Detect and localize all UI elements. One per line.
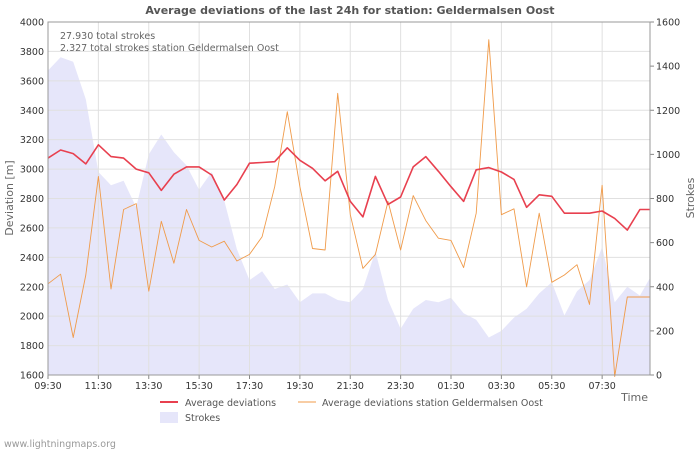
x-tick-label: 19:30 xyxy=(286,381,313,392)
y-tick-label-left: 3000 xyxy=(20,165,44,176)
legend-swatch-strokes xyxy=(160,412,178,423)
x-tick-label: 09:30 xyxy=(34,381,61,392)
y-tick-label-right: 400 xyxy=(656,282,674,293)
x-tick-label: 15:30 xyxy=(185,381,212,392)
annotation-total-strokes: 27.930 total strokes xyxy=(60,31,155,42)
x-tick-label: 11:30 xyxy=(85,381,112,392)
y-tick-label-left: 3200 xyxy=(20,135,44,146)
y-tick-label-left: 1800 xyxy=(20,341,44,352)
x-tick-label: 07:30 xyxy=(588,381,615,392)
series-lines-layer xyxy=(47,39,650,377)
x-tick-label: 13:30 xyxy=(135,381,162,392)
axes-layer: 1600180020002200240026002800300032003400… xyxy=(20,18,680,393)
legend-label-station-deviations: Average deviations station Geldermalsen … xyxy=(322,398,543,409)
x-tick-label: 23:30 xyxy=(387,381,414,392)
y-tick-label-left: 2800 xyxy=(20,194,44,205)
y-tick-label-right: 200 xyxy=(656,326,674,337)
legend: Average deviations Average deviations st… xyxy=(160,398,543,424)
x-axis-label: Time xyxy=(620,391,648,404)
y-tick-label-left: 3400 xyxy=(20,106,44,117)
y-tick-label-left: 1600 xyxy=(20,371,44,382)
x-tick-label: 17:30 xyxy=(236,381,263,392)
y-tick-label-right: 1200 xyxy=(656,106,680,117)
chart-title: Average deviations of the last 24h for s… xyxy=(145,4,554,17)
plot-frame xyxy=(47,21,651,376)
strokes-area-layer xyxy=(48,57,650,376)
legend-label-average-deviations: Average deviations xyxy=(185,398,276,409)
legend-label-strokes: Strokes xyxy=(185,413,220,424)
annotation-station-strokes: 2.327 total strokes station Geldermalsen… xyxy=(60,43,279,54)
footer-credit: www.lightningmaps.org xyxy=(4,439,116,450)
y-tick-label-right: 800 xyxy=(656,194,674,205)
y-axis-left-label: Deviation [m] xyxy=(3,160,16,235)
x-tick-label: 01:30 xyxy=(437,381,464,392)
x-tick-label: 21:30 xyxy=(337,381,364,392)
x-tick-label: 03:30 xyxy=(488,381,515,392)
y-tick-label-left: 2400 xyxy=(20,253,44,264)
y-tick-label-right: 0 xyxy=(656,371,662,382)
y-tick-label-left: 2200 xyxy=(20,282,44,293)
series-line-station-deviations xyxy=(47,39,650,377)
y-axis-right-label: Strokes xyxy=(684,177,697,218)
y-tick-label-right: 1400 xyxy=(656,62,680,73)
y-tick-label-left: 4000 xyxy=(20,18,44,29)
series-line-average-deviations xyxy=(47,144,650,231)
y-tick-label-left: 2000 xyxy=(20,312,44,323)
y-tick-label-right: 1600 xyxy=(656,18,680,29)
y-tick-label-right: 1000 xyxy=(656,150,680,161)
x-tick-label: 05:30 xyxy=(538,381,565,392)
y-tick-label-left: 3800 xyxy=(20,47,44,58)
y-tick-label-right: 600 xyxy=(656,238,674,249)
strokes-area xyxy=(48,57,650,376)
y-tick-label-left: 3600 xyxy=(20,76,44,87)
y-tick-label-left: 2600 xyxy=(20,223,44,234)
